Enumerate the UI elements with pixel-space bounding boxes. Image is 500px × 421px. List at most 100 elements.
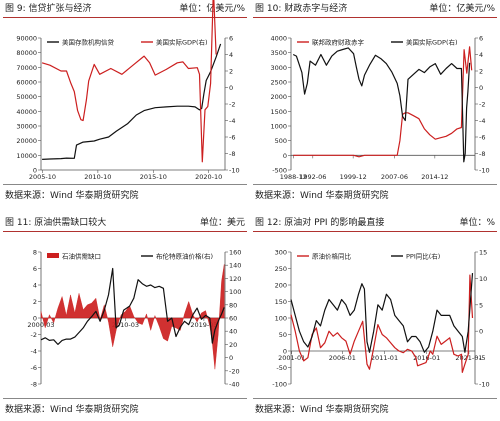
legend-swatch-0	[47, 253, 59, 258]
left-tick-label: 0	[33, 167, 37, 175]
left-tick-label: 8	[33, 249, 37, 257]
left-tick-label: 50	[279, 331, 287, 339]
legend-label-1: 美国实际GDP(右)	[156, 37, 208, 46]
left-tick-label: -8	[31, 381, 37, 389]
left-tick-label: 3500	[270, 49, 287, 57]
chart-panel-fiscal: 图 10: 财政赤字与经济 单位：亿美元/% -500 0 500 1000 1500 2…	[253, 2, 497, 202]
right-tick-label: 0	[229, 84, 233, 92]
left-tick-label: 3000	[270, 64, 287, 72]
left-tick-label: -100	[272, 381, 287, 389]
x-tick-label: 2021-01	[455, 354, 482, 362]
x-tick-label: 2006-01	[329, 354, 356, 362]
left-tick-label: 500	[275, 137, 287, 145]
left-tick-label: -6	[31, 364, 37, 372]
left-tick-label: 150	[275, 298, 287, 306]
chart-plot: 0 10000 20000 30000 40000 50000 60000 70000 8000…	[16, 0, 240, 181]
left-tick-label: 1500	[270, 108, 287, 116]
left-tick-label: 30000	[16, 123, 37, 131]
left-tick-label: 90000	[16, 35, 37, 43]
panel-header: 图 9: 信贷扩张与经济 单位：亿美元/%	[3, 2, 247, 18]
left-tick-label: -500	[272, 167, 287, 175]
right-tick-label: 40	[229, 328, 237, 336]
left-tick-label: 1000	[270, 123, 287, 131]
chart-unit: 单位：亿美元/%	[429, 4, 495, 14]
right-tick-label: 60	[229, 315, 237, 323]
series-line-1	[292, 47, 471, 163]
left-tick-label: -2	[31, 331, 37, 339]
x-tick-label: 2010-10	[84, 173, 111, 181]
left-tick-label: 0	[33, 315, 37, 323]
x-tick-label: 2010-03	[112, 321, 139, 329]
x-tick-label: 1988-12	[280, 173, 307, 181]
left-tick-label: 20000	[16, 137, 37, 145]
right-tick-label: -4	[229, 117, 235, 125]
left-tick-label: 2	[33, 298, 37, 306]
chart-plot: -8-6-4-202468-40-20020406080100120140160…	[27, 249, 241, 389]
x-tick-label: 2016-01	[413, 354, 440, 362]
series-line-0	[293, 46, 473, 158]
right-tick-label: 20	[229, 341, 237, 349]
panel-header: 图 11: 原油供需缺口较大 单位：美元	[3, 216, 247, 232]
left-tick-label: 40000	[16, 108, 37, 116]
chart-panel-oil-ppi: 图 12: 原油对 PPI 的影响最直接 单位：% -100 -50 0 50 100 1…	[253, 216, 497, 416]
right-tick-label: 0	[479, 328, 483, 336]
right-tick-label: 0	[479, 84, 483, 92]
x-tick-label: 2014-12	[421, 173, 448, 181]
chart-unit: 单位：%	[459, 218, 495, 228]
left-tick-label: 0	[283, 152, 287, 160]
right-tick-label: -6	[479, 134, 485, 142]
right-tick-label: 80	[229, 301, 237, 309]
chart-title: 图 9: 信贷扩张与经济	[5, 4, 92, 14]
left-tick-label: 250	[275, 265, 287, 273]
series-line-1	[40, 267, 225, 346]
x-tick-label: 2007-06	[381, 173, 408, 181]
x-tick-label: 2005-10	[29, 173, 56, 181]
right-tick-label: -40	[229, 381, 240, 389]
bottom-rule	[253, 398, 497, 399]
x-tick-label: 2019-03	[190, 321, 217, 329]
left-tick-label: 4000	[270, 35, 287, 43]
chart-panel-credit: 图 9: 信贷扩张与经济 单位：亿美元/% 0 10000 20000 30000 40…	[3, 0, 247, 202]
right-tick-label: 0	[229, 354, 233, 362]
chart-unit: 单位：美元	[199, 218, 245, 228]
chart-plot: -500 0 500 1000 1500 2000 2500 3000 3500 4000 -10 -…	[270, 35, 490, 182]
right-tick-label: -10	[479, 167, 490, 175]
source-note: 数据来源：Wind 华泰期货研究院	[255, 191, 389, 201]
right-tick-label: 4	[229, 51, 233, 59]
right-tick-label: 4	[479, 51, 483, 59]
source-note: 数据来源：Wind 华泰期货研究院	[5, 405, 139, 415]
legend-label-0: 原油价格同比	[312, 251, 352, 260]
left-tick-label: 0	[283, 348, 287, 356]
chart-plot: -100-50050100150200250300-10-50510152001…	[272, 249, 490, 389]
right-tick-label: 6	[479, 35, 483, 43]
legend-label-1: 布伦特原油价格(右)	[156, 251, 213, 260]
legend-label-1: PPI同比(右)	[406, 251, 440, 260]
x-tick-label: 1992-06	[299, 173, 326, 181]
left-tick-label: 50000	[16, 93, 37, 101]
series-line-0	[42, 43, 222, 160]
panel-header: 图 12: 原油对 PPI 的影响最直接 单位：%	[253, 216, 497, 232]
left-tick-label: 10000	[16, 152, 37, 160]
left-tick-label: -4	[31, 348, 37, 356]
left-tick-label: 60000	[16, 79, 37, 87]
x-tick-label: 2011-01	[371, 354, 398, 362]
right-tick-label: 15	[479, 249, 487, 257]
chart-title: 图 11: 原油供需缺口较大	[5, 218, 107, 228]
right-tick-label: 140	[229, 262, 241, 270]
chart-title: 图 10: 财政赤字与经济	[255, 4, 348, 14]
right-tick-label: -2	[479, 101, 485, 109]
right-tick-label: -20	[229, 367, 240, 375]
source-note: 数据来源：Wind 华泰期货研究院	[255, 405, 389, 415]
series-area-0	[40, 264, 225, 370]
right-tick-label: -10	[479, 381, 490, 389]
source-note: 数据来源：Wind 华泰期货研究院	[5, 191, 139, 201]
right-tick-label: -8	[229, 150, 235, 158]
left-tick-label: 300	[275, 249, 287, 257]
legend-label-0: 石油供需缺口	[62, 251, 101, 260]
left-tick-label: 80000	[16, 49, 37, 57]
series-line-0	[290, 274, 474, 373]
chart-panel-oil-gap: 图 11: 原油供需缺口较大 单位：美元 -8 -6 -4 -2 0 2 4 6 8 -40 -20…	[3, 216, 247, 416]
left-tick-label: 200	[275, 282, 287, 290]
right-tick-label: -8	[479, 150, 485, 158]
right-tick-label: 2	[229, 68, 233, 76]
